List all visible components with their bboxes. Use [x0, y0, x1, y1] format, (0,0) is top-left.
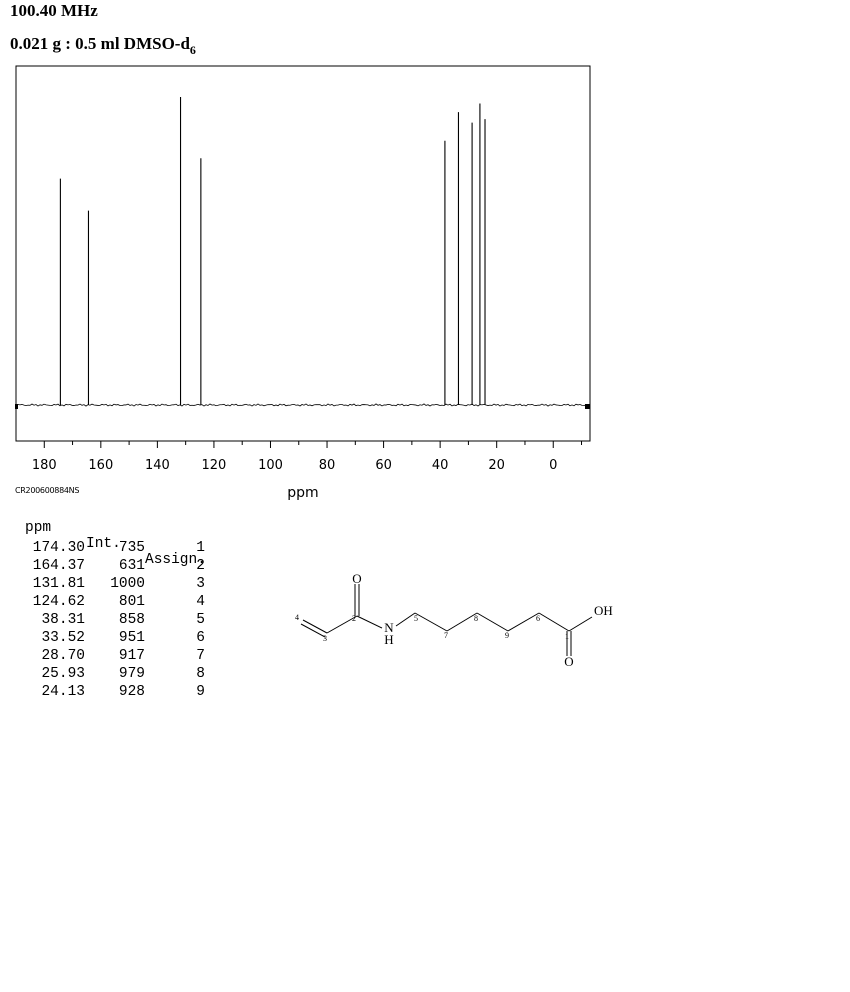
cell-int: 631 [118, 558, 145, 574]
cell-int: 735 [118, 540, 145, 556]
baseline-right-marker [585, 404, 590, 409]
sample-label: 0.021 g : 0.5 ml DMSO-d6 [10, 34, 196, 58]
header-int: Int. [86, 536, 121, 552]
cell-int: 928 [118, 684, 145, 700]
table-row: 124.62 801 4 [0, 594, 260, 612]
frequency-label: 100.40 MHz [10, 1, 98, 20]
atom-nitrogen: N [384, 620, 394, 635]
carbon-number-5: 5 [414, 614, 418, 623]
table-row: 38.31 858 5 [0, 612, 260, 630]
cell-assign: 4 [196, 594, 205, 610]
cell-int: 1000 [110, 576, 145, 592]
sample-text: 0.021 g : 0.5 ml DMSO-d [10, 34, 190, 53]
table-row: 24.13 928 9 [0, 684, 260, 702]
x-tick-label-0: 0 [549, 458, 557, 473]
table-row: 174.30 735 1 [0, 540, 260, 558]
x-tick-label-160: 160 [88, 458, 113, 473]
atom-hydrogen: H [384, 632, 393, 647]
cell-ppm: 164.37 [32, 558, 85, 574]
cell-assign: 2 [196, 558, 205, 574]
carbon-number-6: 6 [536, 614, 540, 623]
x-tick-label-100: 100 [258, 458, 283, 473]
x-tick-label-180: 180 [32, 458, 57, 473]
sample-subscript: 6 [189, 43, 196, 57]
atom-hydroxyl: OH [594, 603, 613, 618]
cell-assign: 5 [196, 612, 205, 628]
cell-assign: 7 [196, 648, 205, 664]
x-tick-label-80: 80 [319, 458, 336, 473]
cell-assign: 6 [196, 630, 205, 646]
cell-ppm: 38.31 [41, 612, 85, 628]
header-assign: Assign. [145, 552, 206, 568]
baseline-trace [15, 403, 591, 407]
table-header-row: ppm Int. Assign. [0, 504, 206, 584]
carbon-number-8: 8 [474, 614, 478, 623]
carbon-number-9: 9 [505, 631, 509, 640]
cell-ppm: 25.93 [41, 666, 85, 682]
table-row: 33.52 951 6 [0, 630, 260, 648]
cell-assign: 1 [196, 540, 205, 556]
spectrum-code: CR200600884NS [15, 486, 80, 495]
cell-ppm: 174.30 [32, 540, 85, 556]
baseline-left-marker [15, 404, 18, 409]
plot-frame [15, 65, 591, 442]
cell-int: 979 [118, 666, 145, 682]
x-tick-label-20: 20 [488, 458, 505, 473]
x-tick-label-60: 60 [375, 458, 392, 473]
cell-ppm: 24.13 [41, 684, 85, 700]
x-tick-label-120: 120 [202, 458, 227, 473]
cell-assign: 9 [196, 684, 205, 700]
nmr-spectrum-chart: 180 160 140 120 100 80 60 40 20 0 ppm [15, 65, 591, 500]
cell-assign: 3 [196, 576, 205, 592]
peak-group [59, 97, 486, 405]
atom-oxygen-carbonyl: O [352, 571, 361, 586]
cell-int: 858 [118, 612, 145, 628]
structure-bonds [300, 584, 593, 656]
table-row: 131.81 1000 3 [0, 576, 260, 594]
atom-oxygen-acid: O [564, 654, 573, 669]
cell-ppm: 28.70 [41, 648, 85, 664]
x-tick-label-140: 140 [145, 458, 170, 473]
x-axis-ticks: 180 160 140 120 100 80 60 40 20 0 [32, 441, 583, 473]
cell-ppm: 33.52 [41, 630, 85, 646]
header-ppm: ppm [25, 520, 52, 536]
cell-int: 801 [118, 594, 145, 610]
carbon-number-3: 3 [323, 634, 327, 643]
carbon-number-1: 1 [565, 632, 569, 641]
table-row: 25.93 979 8 [0, 666, 260, 684]
carbon-number-2: 2 [352, 614, 356, 623]
carbon-number-4: 4 [295, 613, 299, 622]
cell-ppm: 124.62 [32, 594, 85, 610]
x-tick-label-40: 40 [432, 458, 449, 473]
table-row: 164.37 631 2 [0, 558, 260, 576]
cell-int: 917 [118, 648, 145, 664]
cell-ppm: 131.81 [32, 576, 85, 592]
cell-int: 951 [118, 630, 145, 646]
carbon-number-7: 7 [444, 631, 448, 640]
table-row: 28.70 917 7 [0, 648, 260, 666]
cell-assign: 8 [196, 666, 205, 682]
x-axis-label: ppm [287, 485, 318, 500]
